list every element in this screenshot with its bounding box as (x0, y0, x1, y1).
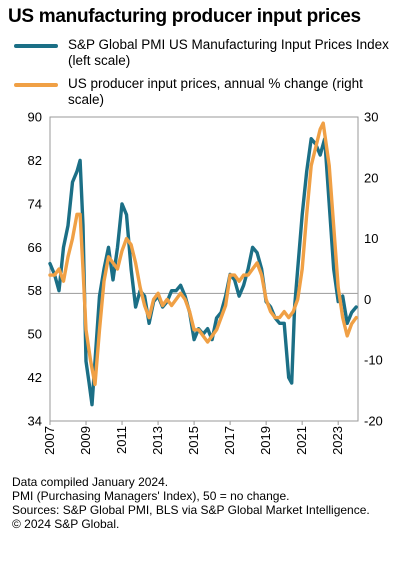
y-right-tick-label: 10 (364, 231, 378, 246)
x-tick-label: 2007 (42, 426, 57, 455)
legend-label-producer-prices: US producer input prices, annual % chang… (68, 76, 363, 107)
y-right-tick-label: 20 (364, 170, 378, 185)
footnote-copyright: © 2024 S&P Global. (12, 517, 120, 531)
x-tick-label: 2017 (222, 426, 237, 455)
y-left-tick-label: 90 (28, 110, 42, 125)
legend-swatch-pmi (14, 44, 58, 48)
y-left-tick-label: 66 (28, 240, 42, 255)
legend-swatch-producer-prices (14, 83, 58, 87)
x-tick-label: 2009 (78, 426, 93, 455)
legend-item-producer-prices: US producer input prices, annual % chang… (14, 76, 406, 112)
x-tick-label: 2021 (294, 426, 309, 455)
series-line-producer-prices (48, 121, 358, 387)
y-left-tick-label: 74 (28, 196, 42, 211)
plot-frame (49, 116, 359, 422)
footnote-sources: Sources: S&P Global PMI, BLS via S&P Glo… (12, 503, 370, 517)
y-right-tick-label: -10 (364, 353, 383, 368)
y-left-tick-label: 50 (28, 327, 42, 342)
y-left-tick-label: 34 (28, 414, 42, 429)
x-tick-label: 2011 (114, 426, 129, 454)
x-tick-label: 2013 (150, 426, 165, 455)
x-tick-label: 2019 (258, 426, 273, 455)
y-left-tick-label: 82 (28, 153, 42, 168)
legend-item-pmi: S&P Global PMI US Manufacturing Input Pr… (14, 37, 406, 73)
y-left-tick-label: 42 (28, 370, 42, 385)
legend-label-pmi: S&P Global PMI US Manufacturing Input Pr… (68, 37, 389, 68)
y-right-tick-label: 30 (364, 110, 378, 125)
y-right-tick-label: -20 (364, 414, 383, 429)
x-tick-label: 2015 (186, 426, 201, 455)
chart-title: US manufacturing producer input prices (8, 6, 361, 27)
footnote-pmi-definition: PMI (Purchasing Managers' Index), 50 = n… (12, 489, 290, 503)
y-right-tick-label: 0 (364, 292, 371, 307)
x-tick-label: 2023 (330, 426, 345, 455)
footnote-date: Data compiled January 2024. (12, 475, 169, 489)
footnotes: Data compiled January 2024. PMI (Purchas… (12, 475, 404, 531)
y-left-tick-label: 58 (28, 283, 42, 298)
